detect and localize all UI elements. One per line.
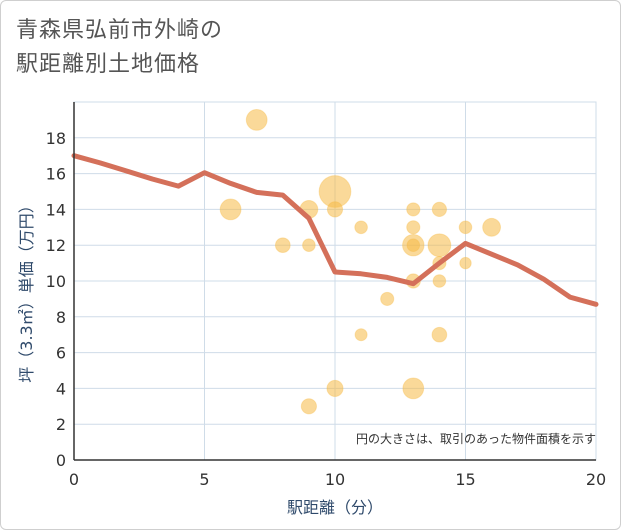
data-bubble xyxy=(427,233,452,258)
data-bubble xyxy=(459,256,472,270)
bubble-size-note: 円の大きさは、取引のあった物件面積を示す xyxy=(356,431,596,446)
y-tick-label: 16 xyxy=(46,165,66,184)
axes xyxy=(73,102,596,461)
chart-title-line2: 駅距離別土地価格 xyxy=(16,52,201,77)
data-bubble xyxy=(302,238,316,252)
x-tick-label: 10 xyxy=(325,470,345,489)
chart-title: 青森県弘前市外崎の 駅距離別土地価格 xyxy=(16,14,223,82)
data-bubble xyxy=(354,220,368,235)
data-bubble xyxy=(431,326,448,343)
data-bubble xyxy=(458,220,473,235)
data-bubble xyxy=(219,198,242,221)
x-tick-label: 15 xyxy=(455,470,475,489)
data-bubble xyxy=(380,291,395,306)
y-tick-label: 18 xyxy=(46,129,66,148)
grid-lines xyxy=(73,101,597,461)
data-bubble xyxy=(326,201,344,218)
data-bubble xyxy=(300,398,317,415)
y-axis-label: 坪（3.3㎡）単価（万円） xyxy=(17,197,36,382)
data-bubble xyxy=(482,217,501,237)
y-tick-label: 8 xyxy=(56,308,66,327)
data-bubble xyxy=(326,379,344,397)
y-tick-label: 6 xyxy=(56,344,66,363)
x-tick-label: 5 xyxy=(199,470,209,489)
y-tick-label: 0 xyxy=(56,451,66,470)
x-axis-label: 駅距離（分） xyxy=(287,498,383,517)
data-bubble xyxy=(432,274,447,288)
chart-title-line1: 青森県弘前市外崎の xyxy=(16,18,224,43)
y-tick-label: 4 xyxy=(56,379,66,398)
data-bubble xyxy=(245,109,268,131)
data-bubble xyxy=(406,220,421,235)
data-bubble xyxy=(406,202,421,217)
bubble-layer xyxy=(219,109,501,415)
data-bubble xyxy=(402,377,425,400)
trend-line xyxy=(71,153,599,307)
data-bubble xyxy=(406,238,421,252)
x-tick-label: 0 xyxy=(69,470,79,489)
data-bubble xyxy=(431,201,447,217)
y-tick-label: 2 xyxy=(56,415,66,434)
y-tick-label: 14 xyxy=(46,200,66,219)
data-bubble xyxy=(354,328,368,342)
y-tick-label: 10 xyxy=(46,272,66,291)
y-tick-label: 12 xyxy=(46,236,66,255)
tick-labels: 0 5 10 15 20 0 2 4 6 8 10 12 14 16 18 xyxy=(46,129,607,489)
data-bubble xyxy=(274,237,291,254)
x-tick-label: 20 xyxy=(586,470,606,489)
